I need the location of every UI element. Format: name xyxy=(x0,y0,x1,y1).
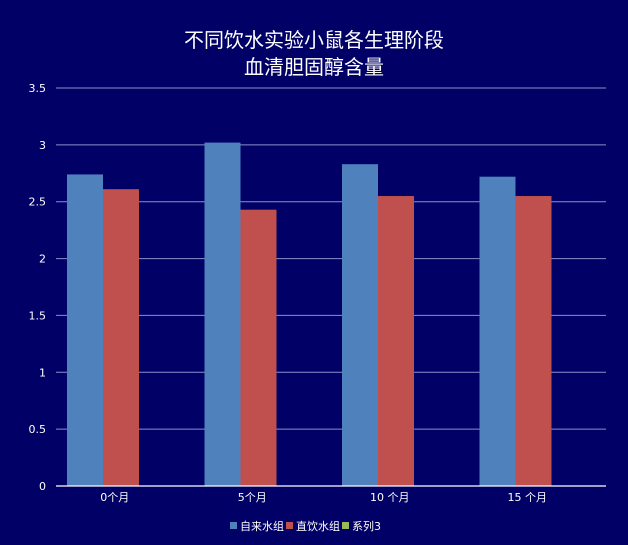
legend-swatch xyxy=(230,522,237,529)
bar: 直饮水组 10 个月: 2.55 xyxy=(378,196,414,486)
bar: 直饮水组 15 个月: 2.55 xyxy=(515,196,552,486)
bar: 自来水组 15 个月: 2.72 xyxy=(479,176,516,486)
x-tick-label: 0个月 xyxy=(100,491,129,504)
legend-label: 系列3 xyxy=(352,519,381,533)
bar: 自来水组 0个月: 2.74 xyxy=(67,174,103,486)
gridlines xyxy=(56,87,606,430)
y-tick-label: 3.5 xyxy=(29,82,47,95)
x-tick-label: 5个月 xyxy=(238,491,267,504)
x-tick-label: 15 个月 xyxy=(508,491,548,504)
y-tick-label: 1.5 xyxy=(29,309,47,322)
axes: 0 0.5 1 1.5 2 2.5 3 3.5 0个月 5个月 10 个月 15 个月 xyxy=(29,82,606,504)
bars: 自来水组 0个月: 2.74直饮水组 0个月: 2.61 自来水组 5个月: 3.… xyxy=(67,142,552,486)
y-tick-label: 2.5 xyxy=(29,196,47,209)
bar: 直饮水组 5个月: 2.43 xyxy=(240,209,277,486)
legend-label: 直饮水组 xyxy=(296,519,340,533)
legend: 自来水组 直饮水组 系列3 xyxy=(230,519,381,533)
y-tick-label: 0 xyxy=(39,480,46,493)
x-tick-label: 10 个月 xyxy=(370,491,410,504)
y-tick-label: 0.5 xyxy=(29,423,47,436)
legend-swatch xyxy=(342,522,349,529)
y-tick-label: 1 xyxy=(39,366,46,379)
legend-swatch xyxy=(286,522,293,529)
y-tick-label: 2 xyxy=(39,253,46,266)
chart-title-line-1: 不同饮水实验小鼠各生理阶段 xyxy=(184,28,444,52)
bar: 自来水组 10 个月: 2.83 xyxy=(342,164,378,486)
legend-label: 自来水组 xyxy=(240,519,284,533)
bar: 直饮水组 0个月: 2.61 xyxy=(103,189,139,486)
chart-title-line-2: 血清胆固醇含量 xyxy=(244,55,384,79)
bar: 自来水组 5个月: 3.02 xyxy=(204,142,241,486)
y-tick-label: 3 xyxy=(39,139,46,152)
